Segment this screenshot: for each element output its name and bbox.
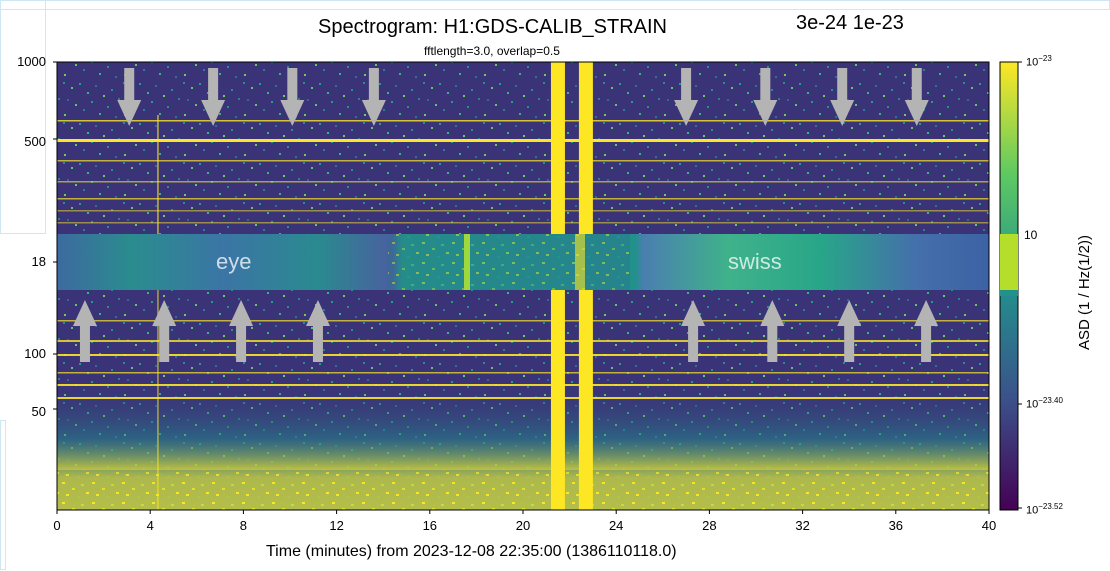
colorbar-label-top: 10−23: [1026, 54, 1052, 69]
annotation-arrows: [72, 68, 939, 362]
up-arrow: [305, 300, 330, 362]
colorbar-label-bottom: 10−23.52: [1026, 502, 1063, 517]
up-arrow: [152, 300, 177, 362]
down-arrow: [674, 68, 699, 126]
colorbar-title: ASD (1 / Hz(1/2)): [1076, 234, 1093, 350]
x-tick-marks: [56, 510, 990, 514]
down-arrow: [361, 68, 386, 126]
x-tick-label: 32: [795, 518, 810, 533]
y-tick-label: 18: [31, 254, 46, 269]
up-arrow: [914, 300, 939, 362]
spectral-line: [57, 320, 989, 322]
spectral-line: [57, 139, 989, 142]
colorbar-overlay-segment: [1000, 234, 1018, 290]
x-tick-label: 20: [515, 518, 531, 533]
down-arrow: [201, 68, 226, 126]
up-arrow: [760, 300, 785, 362]
down-arrow: [753, 68, 778, 126]
y-tick-label: 500: [24, 134, 46, 149]
overlay-band: [57, 234, 989, 290]
down-arrow: [904, 68, 929, 126]
spectral-line: [57, 160, 989, 162]
colorbar-label-partial: 10: [1024, 228, 1038, 242]
spectral-line: [57, 397, 989, 399]
spectral-line: [57, 120, 989, 122]
overlay-band-highlight: [464, 234, 470, 290]
x-tick-label: 0: [53, 518, 61, 533]
overlay-label-right: swiss: [728, 249, 782, 274]
x-tick-label: 28: [702, 518, 717, 533]
spectral-line: [57, 222, 989, 224]
low-frequency-speckle: [57, 470, 989, 510]
x-tick-label: 12: [329, 518, 344, 533]
up-arrow: [72, 300, 97, 362]
x-tick-label: 8: [239, 518, 247, 533]
overlay-band-highlight: [575, 234, 585, 290]
spectral-line: [57, 210, 989, 212]
spectral-line: [57, 198, 989, 200]
up-arrow: [681, 300, 706, 362]
spectral-line: [57, 181, 989, 183]
heatmap-background: [57, 62, 989, 510]
scale-note: 3e-24 1e-23: [796, 12, 904, 34]
down-arrow: [117, 68, 142, 126]
spectral-line: [57, 384, 989, 386]
y-tick-label: 50: [31, 404, 46, 419]
x-tick-label: 16: [422, 518, 438, 533]
colorbar: [999, 61, 1022, 511]
x-tick-label: 36: [888, 518, 904, 533]
y-tick-label: 1000: [17, 54, 46, 69]
y-tick-marks: [53, 61, 57, 410]
glitch-line: [157, 115, 159, 235]
spectral-line: [57, 372, 989, 374]
spectral-lines: [57, 115, 989, 510]
down-arrow: [280, 68, 305, 126]
x-tick-label: 24: [608, 518, 624, 533]
spectral-line: [57, 354, 989, 356]
down-arrow: [830, 68, 855, 126]
spectral-line: [57, 340, 989, 342]
colorbar-overlay-segment: [1000, 290, 1018, 296]
colorbar-label-mid: 10−23.40: [1026, 396, 1063, 411]
overlay-band-texture: [388, 234, 630, 290]
chart-subtitle: fftlength=3.0, overlap=0.5: [424, 44, 560, 58]
x-tick-label: 4: [146, 518, 154, 533]
y-tick-label: 100: [24, 346, 46, 361]
up-arrow: [229, 300, 254, 362]
up-arrow: [837, 300, 862, 362]
x-tick-label: 40: [981, 518, 997, 533]
overlay-label-left: eye: [216, 249, 252, 274]
glitch-line: [157, 290, 159, 510]
chart-title: Spectrogram: H1:GDS-CALIB_STRAIN: [318, 16, 667, 38]
x-axis-label: Time (minutes) from 2023-12-08 22:35:00 …: [266, 543, 677, 560]
